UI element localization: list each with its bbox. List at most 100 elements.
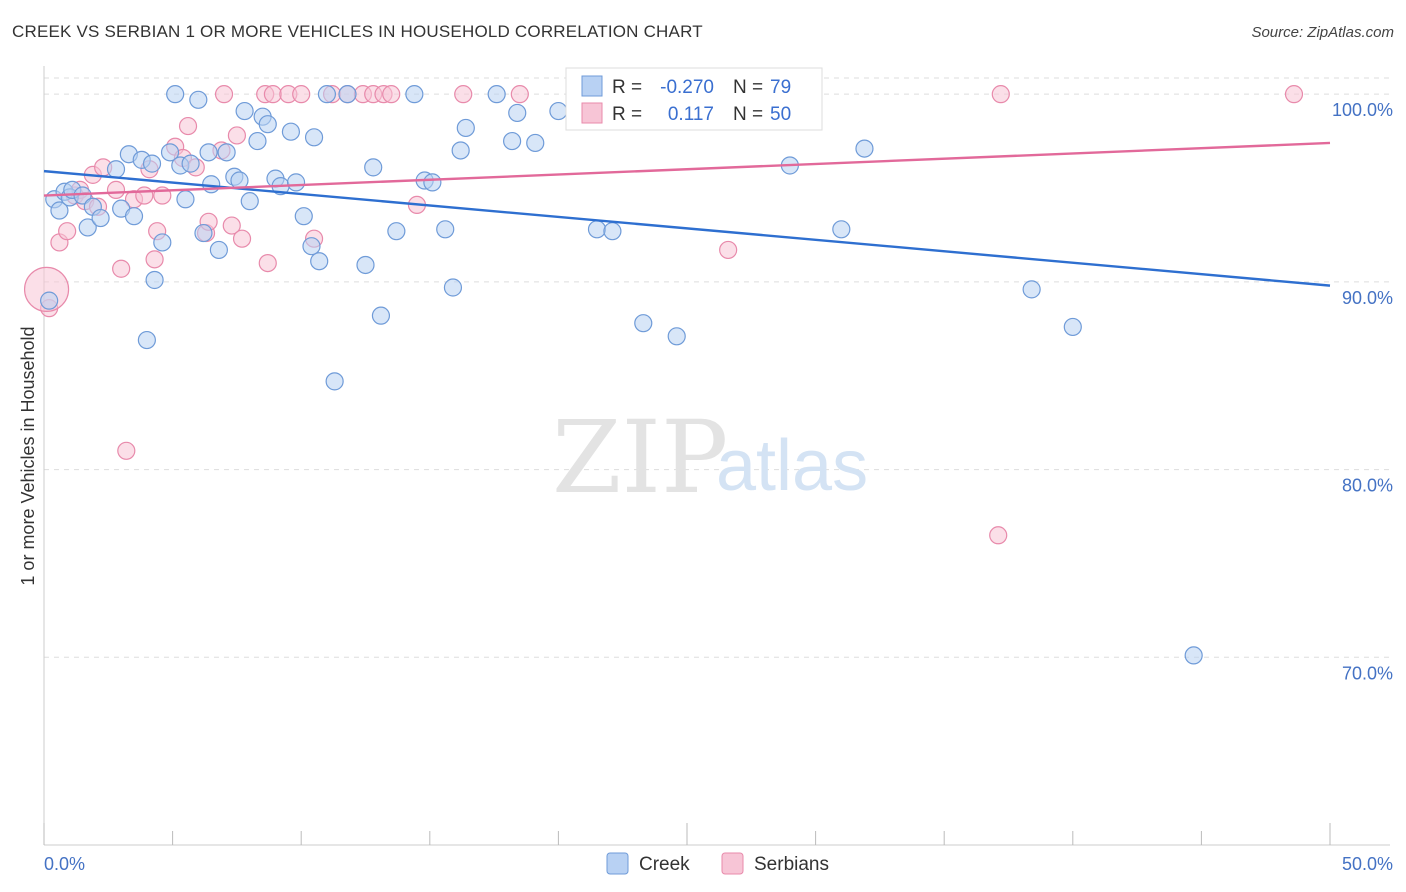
creek-point-48 bbox=[356, 255, 375, 275]
creek-point-17 bbox=[145, 270, 164, 290]
creek-point-13 bbox=[124, 207, 144, 226]
creek-point-50 bbox=[371, 306, 391, 325]
bottom-legend-creek-label: Creek bbox=[639, 854, 690, 875]
serbians-point-28 bbox=[232, 229, 252, 248]
creek-point-63 bbox=[549, 101, 568, 121]
serbians-point-40 bbox=[382, 85, 401, 104]
serbians-point-48 bbox=[1284, 85, 1304, 104]
serbians-point-20 bbox=[178, 116, 198, 136]
creek-point-10 bbox=[106, 160, 126, 179]
serbians-trendline bbox=[43, 141, 1331, 197]
creek-point-26 bbox=[199, 143, 218, 162]
creek-point-51 bbox=[387, 222, 406, 241]
legend-frame bbox=[565, 67, 823, 131]
creek-point-62 bbox=[526, 133, 545, 153]
creek-point-24 bbox=[189, 90, 208, 109]
serbians-point-46 bbox=[989, 526, 1008, 545]
legend-serbians-swatch bbox=[581, 102, 603, 124]
creek-point-36 bbox=[258, 115, 277, 134]
x-tick-label-0: 0.0% bbox=[44, 854, 85, 874]
legend-creek-r-label: R = bbox=[612, 77, 642, 98]
creek-point-75 bbox=[1022, 280, 1041, 299]
creek-point-49 bbox=[364, 158, 383, 177]
creek-point-25 bbox=[194, 223, 213, 243]
y-tick-label-70: 70.0% bbox=[1342, 663, 1393, 683]
serbians-point-43 bbox=[510, 85, 529, 104]
serbians-point-11 bbox=[117, 441, 136, 460]
axes bbox=[43, 66, 1390, 846]
serbians-point-47 bbox=[991, 85, 1010, 104]
serbians-point-42 bbox=[454, 85, 473, 104]
creek-point-16 bbox=[142, 154, 162, 173]
serbians-point-31 bbox=[263, 85, 283, 104]
creek-point-23 bbox=[181, 154, 200, 173]
serbians-point-27 bbox=[227, 126, 246, 145]
legend-serbians-r-label: R = bbox=[612, 104, 642, 125]
creek-point-32 bbox=[235, 101, 254, 121]
creek-point-20 bbox=[166, 85, 185, 104]
source-label: Source: ZipAtlas.com bbox=[1251, 24, 1394, 41]
creek-point-33 bbox=[240, 192, 259, 211]
legend-box: R = -0.270 N = 79 R = 0.117 N = 50 bbox=[565, 67, 823, 131]
creek-trendline bbox=[43, 169, 1331, 287]
y-tick-label-90: 90.0% bbox=[1342, 288, 1393, 308]
y-tick-labels: 70.0% 80.0% 90.0% 100.0% bbox=[1332, 100, 1393, 683]
legend-creek-r-value: -0.270 bbox=[660, 77, 714, 98]
creek-point-43 bbox=[304, 128, 324, 147]
x-tick-labels: 0.0% 50.0% bbox=[44, 854, 1393, 874]
creek-point-29 bbox=[217, 143, 236, 162]
serbians-point-9 bbox=[106, 180, 126, 199]
legend-creek-n-value: 79 bbox=[770, 77, 791, 98]
creek-point-27 bbox=[202, 175, 221, 194]
serbians-point-33 bbox=[292, 85, 311, 104]
bottom-legend-creek-swatch bbox=[606, 852, 629, 875]
creek-point-34 bbox=[248, 131, 267, 151]
creek-point-76 bbox=[1063, 317, 1082, 337]
serbians-point-10 bbox=[112, 259, 131, 278]
creek-point-73 bbox=[832, 220, 851, 239]
watermark-atlas: atlas bbox=[716, 426, 868, 506]
creek-point-6 bbox=[73, 186, 92, 205]
y-axis-title: 1 or more Vehicles in Household bbox=[18, 326, 38, 585]
creek-point-56 bbox=[443, 278, 463, 297]
creek-point-41 bbox=[294, 207, 313, 226]
bottom-legend-serbians-label: Serbians bbox=[754, 854, 829, 875]
legend-serbians-r-value: 0.117 bbox=[668, 104, 714, 125]
legend-serbians-n-label: N = bbox=[733, 104, 763, 125]
creek-point-18 bbox=[153, 233, 172, 252]
creek-point-60 bbox=[503, 131, 522, 151]
y-tick-label-80: 80.0% bbox=[1342, 476, 1393, 496]
creek-point-54 bbox=[423, 173, 442, 192]
serbians-point-25 bbox=[214, 85, 234, 104]
creek-point-28 bbox=[209, 240, 228, 260]
creek-point-52 bbox=[405, 85, 424, 104]
serbians-point-2 bbox=[58, 222, 77, 241]
creek-point-61 bbox=[508, 103, 527, 123]
creek-point-15 bbox=[137, 330, 156, 350]
creek-point-67 bbox=[634, 314, 653, 333]
gridlines bbox=[44, 77, 1390, 658]
creek-point-69 bbox=[667, 327, 686, 346]
creek-point-0 bbox=[40, 291, 59, 310]
creek-point-7 bbox=[78, 218, 97, 237]
creek-point-42 bbox=[302, 237, 321, 256]
creek-point-2 bbox=[50, 201, 69, 220]
trendlines bbox=[43, 141, 1331, 287]
legend-creek-swatch bbox=[581, 75, 603, 97]
y-tick-label-100: 100.0% bbox=[1332, 100, 1393, 120]
serbians-point-13 bbox=[135, 186, 154, 205]
serbians-point-45 bbox=[719, 240, 738, 260]
creek-point-45 bbox=[317, 85, 337, 104]
creek-point-47 bbox=[338, 85, 357, 104]
creek-point-19 bbox=[160, 143, 180, 162]
watermark: ZIP atlas bbox=[552, 399, 868, 516]
creek-point-22 bbox=[176, 190, 195, 209]
creek-point-66 bbox=[603, 222, 622, 241]
creek-point-57 bbox=[451, 141, 470, 160]
serbians-point-15 bbox=[145, 250, 164, 269]
watermark-zip: ZIP bbox=[552, 399, 728, 516]
creek-point-77 bbox=[1184, 646, 1203, 665]
serbians-point-30 bbox=[258, 253, 277, 273]
creek-point-55 bbox=[436, 220, 455, 239]
